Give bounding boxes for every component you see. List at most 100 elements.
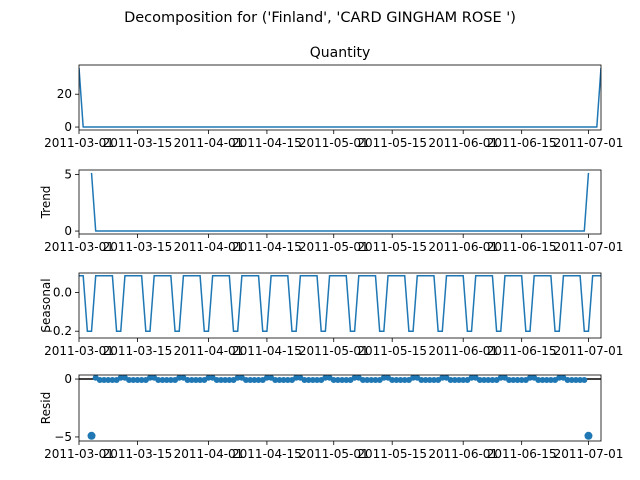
resid-point — [276, 377, 283, 384]
resid-point — [426, 377, 433, 384]
resid-point — [217, 377, 224, 384]
x-tick-label: 2011-05-01 — [299, 447, 369, 461]
plot-area — [79, 275, 601, 332]
y-tick-label: 5 — [64, 168, 72, 182]
axes-frame — [78, 374, 602, 442]
resid-point — [155, 377, 162, 384]
plot-area — [79, 375, 601, 440]
resid-point — [330, 377, 337, 384]
x-tick-label: 2011-04-15 — [232, 447, 302, 461]
x-tick-label: 2011-03-01 — [44, 240, 114, 254]
resid-point — [159, 377, 166, 384]
resid-point — [564, 377, 571, 384]
resid-point — [393, 377, 400, 384]
x-tick-label: 2011-04-15 — [232, 240, 302, 254]
x-tick-label: 2011-06-01 — [428, 344, 498, 358]
x-tick-label: 2011-05-15 — [357, 240, 427, 254]
resid-point — [284, 377, 291, 384]
resid-point — [255, 377, 262, 384]
resid-point — [167, 377, 174, 384]
axes-frame — [78, 169, 602, 235]
x-tick-label: 2011-04-15 — [232, 344, 302, 358]
resid-point — [184, 377, 191, 384]
resid-point — [368, 377, 375, 384]
resid-point — [401, 377, 408, 384]
resid-point — [96, 377, 103, 384]
y-tick-label: −5 — [54, 430, 72, 444]
resid-point — [397, 377, 404, 384]
x-tick-label: 2011-07-01 — [554, 136, 624, 150]
plot-area — [79, 67, 601, 128]
resid-point — [134, 377, 141, 384]
x-tick-label: 2011-07-01 — [554, 344, 624, 358]
resid-point — [481, 377, 488, 384]
x-tick-label: 2011-06-01 — [428, 240, 498, 254]
y-tick-label: 0 — [64, 120, 72, 134]
resid-point — [418, 377, 425, 384]
resid-point — [535, 377, 542, 384]
resid-point — [422, 377, 429, 384]
x-tick-label: 2011-07-01 — [554, 240, 624, 254]
x-tick-label: 2011-03-01 — [44, 344, 114, 358]
resid-point — [105, 377, 112, 384]
resid-point — [343, 377, 350, 384]
resid-point — [372, 377, 379, 384]
resid-point — [130, 377, 137, 384]
figure-suptitle: Decomposition for ('Finland', 'CARD GING… — [124, 10, 516, 26]
resid-point — [339, 377, 346, 384]
y-tick-label: −0.2 — [43, 324, 72, 338]
x-tick-label: 2011-03-01 — [44, 136, 114, 150]
axes-frame — [78, 64, 602, 131]
resid-point — [476, 377, 483, 384]
resid-point — [547, 377, 554, 384]
resid-point — [101, 377, 108, 384]
resid-point — [539, 377, 546, 384]
x-tick-label: 2011-06-15 — [487, 447, 557, 461]
resid-outlier-point — [87, 431, 96, 440]
resid-point — [309, 377, 316, 384]
axes-frame — [78, 272, 602, 339]
resid-point — [389, 377, 396, 384]
x-tick-label: 2011-06-15 — [487, 240, 557, 254]
resid-point — [514, 377, 521, 384]
resid-point — [456, 377, 463, 384]
x-tick-label: 2011-05-15 — [357, 136, 427, 150]
resid-point — [222, 377, 229, 384]
resid-point — [359, 377, 366, 384]
resid-point — [109, 377, 116, 384]
resid-point — [430, 377, 437, 384]
plot-area — [90, 172, 590, 232]
resid-point — [447, 377, 454, 384]
resid-point — [314, 377, 321, 384]
resid-point — [364, 377, 371, 384]
resid-point — [506, 377, 513, 384]
y-tick-label: 0 — [64, 224, 72, 238]
x-tick-label: 2011-03-15 — [103, 344, 173, 358]
x-tick-label: 2011-03-01 — [44, 447, 114, 461]
y-axis-label: Seasonal — [39, 278, 53, 332]
x-tick-label: 2011-07-01 — [554, 447, 624, 461]
x-tick-label: 2011-05-15 — [357, 447, 427, 461]
series-line — [79, 275, 601, 332]
y-tick-label: 20 — [57, 87, 72, 101]
resid-point — [510, 377, 517, 384]
y-tick-label: 0 — [64, 372, 72, 386]
resid-point — [247, 377, 254, 384]
x-tick-label: 2011-06-15 — [487, 344, 557, 358]
y-tick-label: 0.0 — [53, 285, 72, 299]
resid-point — [226, 377, 233, 384]
x-tick-label: 2011-06-01 — [428, 447, 498, 461]
resid-point — [163, 377, 170, 384]
resid-point — [138, 377, 145, 384]
resid-point — [243, 377, 250, 384]
x-tick-label: 2011-04-01 — [174, 240, 244, 254]
resid-point — [518, 377, 525, 384]
x-tick-label: 2011-04-01 — [174, 447, 244, 461]
resid-point — [451, 377, 458, 384]
